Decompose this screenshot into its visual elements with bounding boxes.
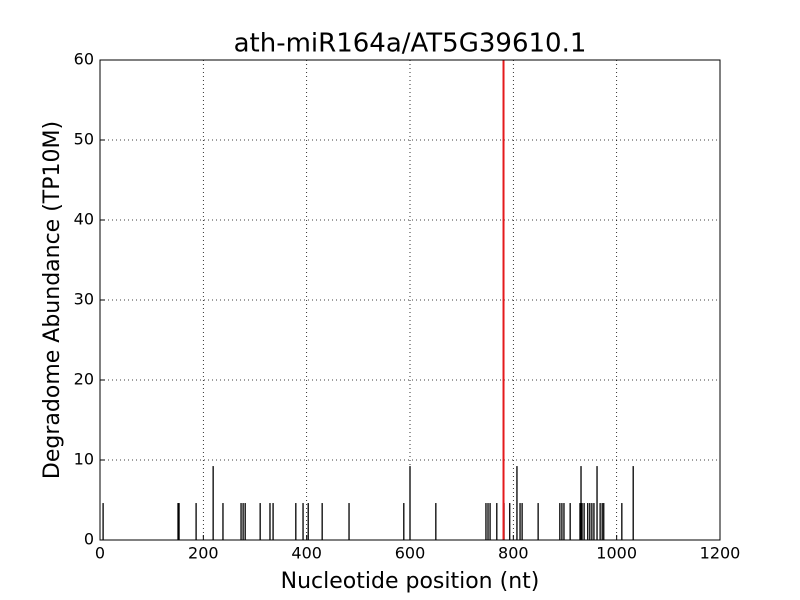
x-tick-label: 200 <box>188 544 219 563</box>
x-tick-label: 800 <box>498 544 529 563</box>
y-tick-label: 0 <box>84 530 94 549</box>
x-tick-label: 1200 <box>700 544 741 563</box>
y-tick-label: 10 <box>74 450 94 469</box>
x-tick-label: 600 <box>395 544 426 563</box>
x-tick-label: 0 <box>95 544 105 563</box>
x-axis-label: Nucleotide position (nt) <box>281 569 540 594</box>
x-tick-label: 400 <box>291 544 322 563</box>
y-tick-label: 40 <box>74 210 94 229</box>
y-tick-label: 20 <box>74 370 94 389</box>
y-tick-label: 50 <box>74 130 94 149</box>
plot-frame <box>99 59 721 541</box>
x-tick-label: 1000 <box>596 544 637 563</box>
y-axis-label: Degradome Abundance (TP10M) <box>40 121 65 479</box>
y-tick-label: 60 <box>74 50 94 69</box>
y-tick-label: 30 <box>74 290 94 309</box>
chart-title: ath-miR164a/AT5G39610.1 <box>234 29 587 59</box>
